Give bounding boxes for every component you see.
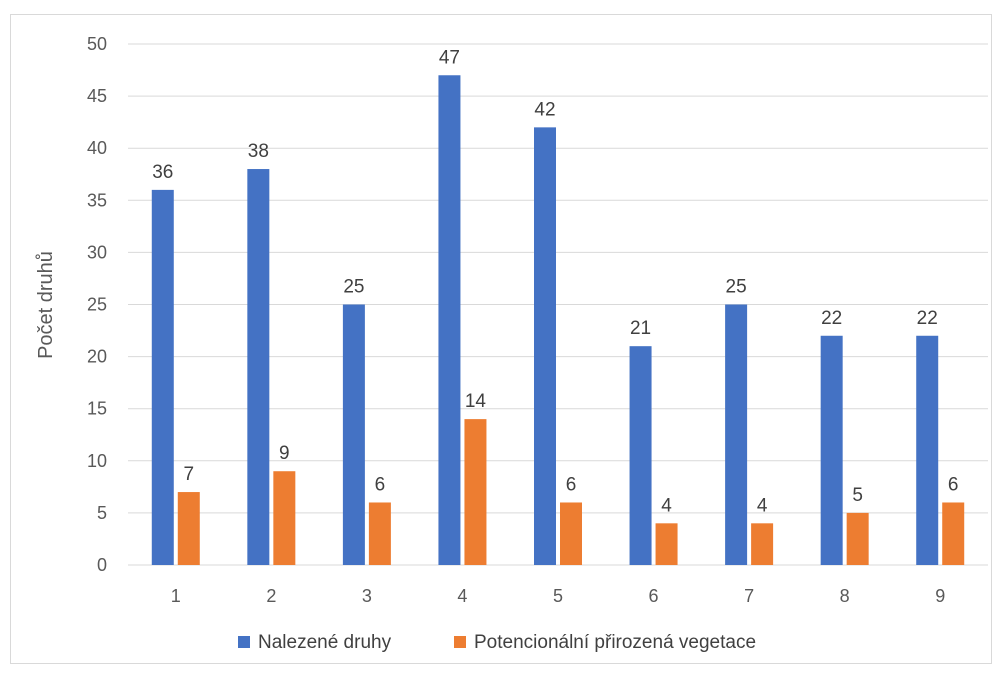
data-label: 42 (534, 99, 555, 120)
legend: Nalezené druhy Potencionální přirozená ve… (238, 632, 756, 653)
bar-found (534, 127, 556, 566)
bar-found (725, 304, 748, 565)
data-labels: 36 7 38 9 25 6 47 14 42 6 21 4 25 4 22 5 22 6 (152, 47, 958, 516)
x-tick-label: 2 (266, 586, 276, 606)
y-tick-label: 0 (97, 555, 107, 575)
data-label: 25 (343, 277, 364, 298)
data-label: 6 (948, 474, 959, 495)
x-tick-label: 9 (935, 586, 945, 606)
x-tick-label: 7 (744, 586, 754, 606)
bar-found (342, 304, 365, 565)
data-label: 22 (917, 308, 938, 329)
bar-potential (273, 471, 296, 565)
data-label: 6 (375, 474, 386, 495)
y-tick-label: 40 (87, 138, 107, 158)
y-tick-label: 35 (87, 190, 107, 210)
legend-label: Potencionální přirozená vegetace (474, 632, 756, 653)
y-tick-label: 15 (87, 399, 107, 419)
bar-found (629, 346, 652, 565)
data-label: 5 (852, 485, 863, 506)
gridlines (128, 43, 988, 566)
legend-swatch (238, 636, 250, 648)
bar-potential (560, 502, 582, 565)
bar-potential (846, 512, 869, 565)
data-label: 21 (630, 318, 651, 339)
x-tick-label: 3 (362, 586, 372, 606)
y-tick-label: 30 (87, 242, 107, 262)
bar-potential (464, 419, 487, 565)
bar-found (820, 335, 843, 565)
y-axis-ticks: 0 5 10 15 20 25 30 35 40 45 50 (87, 34, 107, 575)
bar-found (247, 169, 270, 566)
x-tick-label: 5 (553, 586, 563, 606)
y-tick-label: 50 (87, 34, 107, 54)
bar-found (438, 75, 461, 565)
x-tick-label: 1 (171, 586, 181, 606)
data-label: 47 (439, 47, 460, 68)
data-label: 7 (183, 464, 194, 485)
data-label: 4 (661, 495, 672, 516)
data-label: 38 (248, 141, 269, 162)
data-label: 22 (821, 308, 842, 329)
data-label: 36 (152, 162, 173, 183)
data-label: 9 (279, 443, 290, 464)
y-tick-label: 5 (97, 503, 107, 523)
bar-potential (177, 492, 200, 565)
bar-found (916, 335, 939, 565)
data-label: 25 (726, 277, 747, 298)
y-tick-label: 45 (87, 86, 107, 106)
bar-potential (655, 523, 678, 565)
data-label: 4 (757, 495, 768, 516)
x-tick-label: 4 (457, 586, 467, 606)
legend-label: Nalezené druhy (258, 632, 392, 653)
bar-potential (751, 523, 774, 565)
x-axis-ticks: 1 2 3 4 5 6 7 8 9 (171, 586, 945, 606)
bars (151, 75, 965, 566)
x-tick-label: 6 (649, 586, 659, 606)
bar-potential (942, 502, 965, 565)
x-tick-label: 8 (840, 586, 850, 606)
bar-potential (368, 502, 391, 565)
legend-swatch (454, 636, 466, 648)
data-label: 14 (465, 391, 487, 412)
y-tick-label: 25 (87, 295, 107, 315)
y-tick-label: 10 (87, 451, 107, 471)
bar-found (151, 189, 174, 565)
y-tick-label: 20 (87, 347, 107, 367)
y-axis-title: Počet druhů (35, 251, 57, 359)
data-label: 6 (566, 474, 577, 495)
